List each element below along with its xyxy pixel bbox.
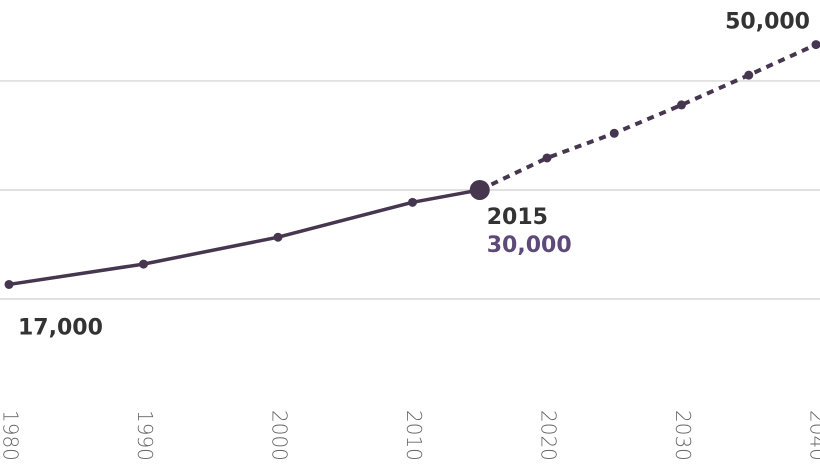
point [609, 128, 619, 138]
value-label: 50,000 [725, 10, 810, 35]
x-tick-label: 2030 [671, 410, 695, 461]
value-label: 17,000 [18, 315, 103, 340]
point [542, 153, 552, 163]
point [139, 259, 148, 269]
highlight-point [469, 179, 490, 200]
point [677, 100, 686, 110]
point [811, 40, 820, 50]
highlight-x-label: 2015 [487, 205, 548, 230]
x-tick-label: 2040 [806, 410, 820, 461]
x-tick-label: 2000 [268, 410, 292, 461]
x-tick-label: 2020 [537, 410, 561, 461]
x-tick-label: 2010 [402, 410, 426, 461]
point [408, 197, 417, 207]
x-tick-label: 1980 [0, 410, 23, 461]
x-tick-label: 1990 [133, 410, 157, 461]
point [4, 279, 14, 289]
forecast-line [478, 42, 817, 192]
point [273, 232, 283, 242]
value-label: 30,000 [487, 233, 572, 258]
point [744, 70, 754, 80]
